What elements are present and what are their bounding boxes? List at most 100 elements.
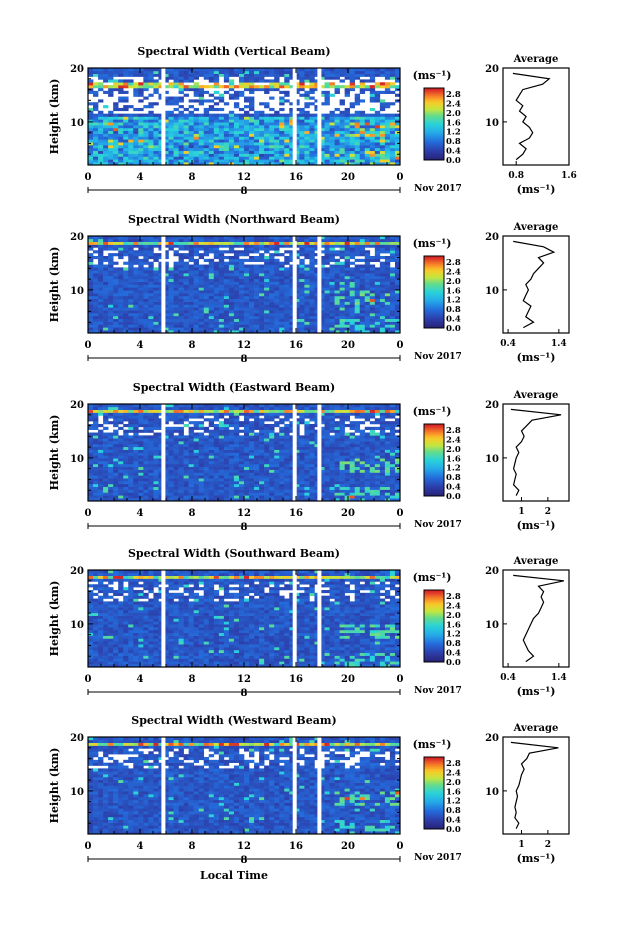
heatmap-cell [385,276,390,279]
heatmap-cell [143,97,148,100]
heatmap-cell [224,464,229,467]
heatmap-cell [118,287,123,290]
heatmap-cell [133,125,138,128]
x-tick-label: 12 [237,340,251,351]
heatmap-cell [390,299,395,302]
heatmap-cell [244,111,249,114]
heatmap-cell [350,253,355,256]
heatmap-cell [224,102,229,105]
heatmap-cell [309,273,314,276]
heatmap-cell [284,262,289,265]
heatmap-cell [380,302,385,305]
heatmap-cell [304,71,309,74]
heatmap-cell [199,487,204,490]
heatmap-cell [325,307,330,310]
heatmap-cell [355,151,360,154]
heatmap-cell [204,484,209,487]
heatmap-cell [375,299,380,302]
heatmap-cell [189,117,194,120]
heatmap-cell [209,99,214,102]
heatmap-cell [375,285,380,288]
heatmap-cell [269,262,274,265]
heatmap-cell [244,322,249,325]
heatmap-cell [350,122,355,125]
heatmap-cell [93,105,98,108]
heatmap-cell [284,472,289,475]
heatmap-cell [224,74,229,77]
heatmap-cell [88,293,93,296]
heatmap-cell [174,495,179,498]
heatmap-cell [184,265,189,268]
heatmap-cell [350,478,355,481]
heatmap-cell [88,273,93,276]
heatmap-cell [108,242,113,245]
heatmap-cell [234,265,239,268]
heatmap-cell [143,475,148,478]
heatmap-cell [229,85,234,88]
heatmap-cell [365,307,370,310]
heatmap-cell [335,299,340,302]
heatmap-cell [153,470,158,473]
heatmap-cell [390,467,395,470]
heatmap-cell [335,470,340,473]
heatmap-cell [229,128,234,131]
heatmap-cell [274,262,279,265]
heatmap-cell [254,159,259,162]
heatmap-cell [148,145,153,148]
heatmap-cell [118,156,123,159]
heatmap-cell [174,253,179,256]
heatmap-cell [249,319,254,322]
heatmap-cell [390,74,395,77]
heatmap-cell [355,259,360,262]
heatmap-cell [219,239,224,242]
heatmap-cell [274,142,279,145]
heatmap-cell [365,154,370,157]
heatmap-cell [264,71,269,74]
heatmap-cell [118,256,123,259]
heatmap-cell [123,299,128,302]
heatmap-cell [199,484,204,487]
heatmap-cell [380,256,385,259]
heatmap-cell [234,313,239,316]
heatmap-cell [284,319,289,322]
heatmap-cell [365,262,370,265]
heatmap-cell [214,282,219,285]
heatmap-cell [108,136,113,139]
heatmap-cell [108,472,113,475]
heatmap-cell [204,148,209,151]
heatmap-cell [204,265,209,268]
heatmap-cell [214,472,219,475]
heatmap-cell [179,91,184,94]
heatmap-cell [259,128,264,131]
heatmap-cell [169,296,174,299]
heatmap-cell [274,492,279,495]
heatmap-cell [234,145,239,148]
heatmap-cell [269,285,274,288]
heatmap-cell [113,242,118,245]
heatmap-cell [108,88,113,91]
heatmap-cell [330,145,335,148]
heatmap-cell [174,316,179,319]
heatmap-cell [284,122,289,125]
heatmap-cell [385,322,390,325]
heatmap-cell [204,461,209,464]
heatmap-cell [365,270,370,273]
heatmap-cell [360,287,365,290]
heatmap-cell [284,273,289,276]
heatmap-cell [335,145,340,148]
heatmap-cell [123,273,128,276]
heatmap-cell [184,156,189,159]
heatmap-cell [370,97,375,100]
average-y-tick-label: 20 [485,64,499,75]
heatmap-cell [143,296,148,299]
data-gap [317,68,321,165]
heatmap-cell [113,102,118,105]
heatmap-cell [244,259,249,262]
heatmap-cell [133,293,138,296]
heatmap-cell [330,250,335,253]
heatmap-cell [264,117,269,120]
heatmap-cell [113,455,118,458]
heatmap-cell [189,142,194,145]
heatmap-cell [214,142,219,145]
heatmap-cell [174,273,179,276]
